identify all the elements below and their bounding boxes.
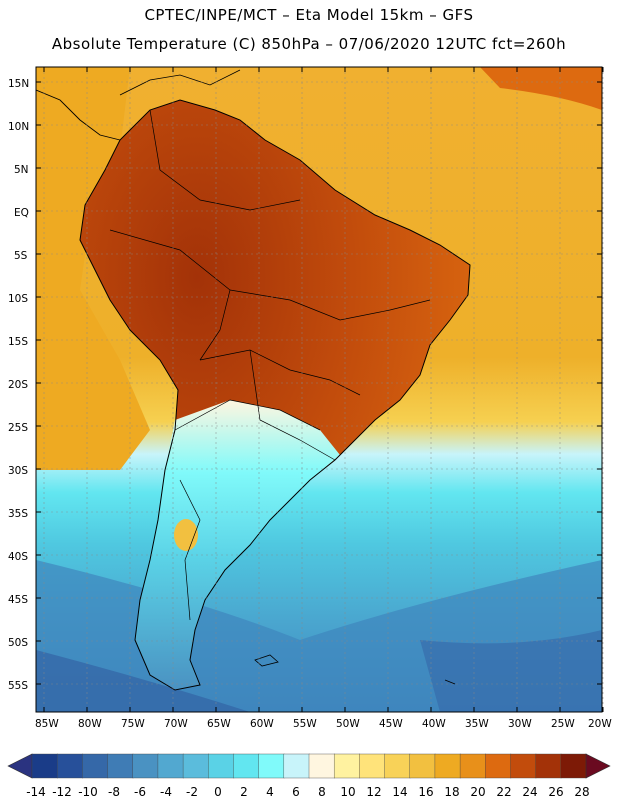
colorbar-cell xyxy=(182,753,209,779)
central-america-coast xyxy=(36,89,121,141)
colorbar-cell xyxy=(409,753,436,779)
colorbar-label: -2 xyxy=(186,785,198,799)
colorbar-cell xyxy=(384,753,411,779)
colorbar-cell xyxy=(510,753,537,779)
lat-label-40s: 40S xyxy=(8,551,28,563)
warm-patch-northeast xyxy=(480,67,602,110)
colorbar-label: -10 xyxy=(78,785,98,799)
colorbar-label: 12 xyxy=(366,785,381,799)
lat-label-55s: 55S xyxy=(8,680,28,692)
colorbar-cell xyxy=(208,753,235,779)
colorbar-cell xyxy=(308,753,335,779)
colorbar-cell xyxy=(157,753,184,779)
colorbar-label: 10 xyxy=(340,785,355,799)
colorbar-cell xyxy=(333,753,361,779)
colorbar-cell xyxy=(560,753,587,779)
lat-label-5n: 5N xyxy=(14,164,29,176)
colorbar-label: 8 xyxy=(318,785,326,799)
plot-frame xyxy=(35,66,603,713)
colorbar-cell xyxy=(434,753,461,779)
cold-zone-southeast xyxy=(420,630,602,712)
gridlines xyxy=(36,67,604,712)
lon-label-55w: 55W xyxy=(293,718,317,730)
colorbar-label: -6 xyxy=(134,785,146,799)
colorbar-over-arrow xyxy=(585,753,611,779)
colorbar-label: 14 xyxy=(392,785,407,799)
axis-ticks xyxy=(36,67,604,712)
colorbar-label: 20 xyxy=(470,785,485,799)
lat-label-35s: 35S xyxy=(8,508,28,520)
lat-label-30s: 30S xyxy=(8,465,28,477)
colorbar-cell xyxy=(56,753,84,779)
colorbar-cell xyxy=(258,753,285,779)
lat-label-10n: 10N xyxy=(8,121,29,133)
colorbar-label: 26 xyxy=(548,785,563,799)
longitude-labels: 85W 80W 75W 70W 65W 60W 55W 50W 45W 40W … xyxy=(35,718,612,730)
lat-label-15n: 15N xyxy=(8,78,29,90)
colorbar-label: 4 xyxy=(266,785,274,799)
lat-label-25s: 25S xyxy=(8,422,28,434)
colorbar-label: 18 xyxy=(444,785,459,799)
lat-label-20s: 20S xyxy=(8,379,28,391)
lon-label-25w: 25W xyxy=(551,718,575,730)
colorbar-cell xyxy=(31,753,58,779)
continent-cool-south xyxy=(135,400,340,690)
lat-label-15s: 15S xyxy=(8,336,28,348)
lon-label-85w: 85W xyxy=(35,718,59,730)
lon-label-50w: 50W xyxy=(336,718,360,730)
colorbar-label: 0 xyxy=(214,785,222,799)
colorbar-cell xyxy=(82,753,109,779)
lon-label-35w: 35W xyxy=(465,718,489,730)
lon-label-70w: 70W xyxy=(164,718,188,730)
colorbar-cell xyxy=(283,753,310,779)
colorbar: -14 -12 -10 -8 -6 -4 -2 0 2 4 6 8 10 12 14 16 18 20 22 24 26… xyxy=(7,753,611,799)
cold-zone-southwest xyxy=(36,650,250,712)
lon-label-20w: 20W xyxy=(588,718,612,730)
lat-label-45s: 45S xyxy=(8,594,28,606)
lat-label-50s: 50S xyxy=(8,637,28,649)
colorbar-label: 22 xyxy=(496,785,511,799)
colorbar-label: 16 xyxy=(418,785,433,799)
lon-label-40w: 40W xyxy=(422,718,446,730)
south-georgia-island xyxy=(444,679,456,685)
colorbar-cell xyxy=(459,753,486,779)
title-line-1: CPTEC/INPE/MCT – Eta Model 15km – GFS xyxy=(144,6,474,24)
latitude-labels: 15N 10N 5N EQ 5S 10S 15S 20S 25S 30S 35S… xyxy=(8,78,29,692)
colorbar-label: -8 xyxy=(108,785,120,799)
lon-label-30w: 30W xyxy=(508,718,532,730)
colorbar-cell xyxy=(233,753,260,779)
colorbar-cell xyxy=(535,753,562,779)
warm-blob-andes xyxy=(174,519,198,551)
colorbar-cell xyxy=(132,753,159,779)
lat-label-10s: 10S xyxy=(8,293,28,305)
lat-label-5s: 5S xyxy=(14,250,28,262)
lon-label-45w: 45W xyxy=(379,718,403,730)
colorbar-under-arrow xyxy=(7,753,33,779)
colorbar-labels: -14 -12 -10 -8 -6 -4 -2 0 2 4 6 8 10 12 14 16 18 20 22 24 26… xyxy=(26,785,589,799)
colorbar-label: 24 xyxy=(522,785,537,799)
lon-label-65w: 65W xyxy=(207,718,231,730)
falkland-islands xyxy=(254,654,279,667)
colorbar-label: 6 xyxy=(292,785,300,799)
colorbar-cell xyxy=(107,753,134,779)
lon-label-75w: 75W xyxy=(121,718,145,730)
colorbar-label: 2 xyxy=(240,785,248,799)
colorbar-cell xyxy=(359,753,386,779)
colorbar-label: -12 xyxy=(52,785,72,799)
continent-coastline xyxy=(79,99,471,691)
country-borders xyxy=(109,109,431,621)
colorbar-label: -4 xyxy=(160,785,172,799)
pacific-warm-zone xyxy=(36,67,150,470)
caribbean-coast xyxy=(119,69,241,96)
title-line-2: Absolute Temperature (C) 850hPa – 07/06/… xyxy=(51,35,567,53)
lat-label-eq: EQ xyxy=(14,207,29,219)
colorbar-cell xyxy=(485,753,512,779)
lon-label-60w: 60W xyxy=(250,718,274,730)
colorbar-label: 28 xyxy=(574,785,589,799)
colorbar-label: -14 xyxy=(26,785,46,799)
lon-label-80w: 80W xyxy=(78,718,102,730)
